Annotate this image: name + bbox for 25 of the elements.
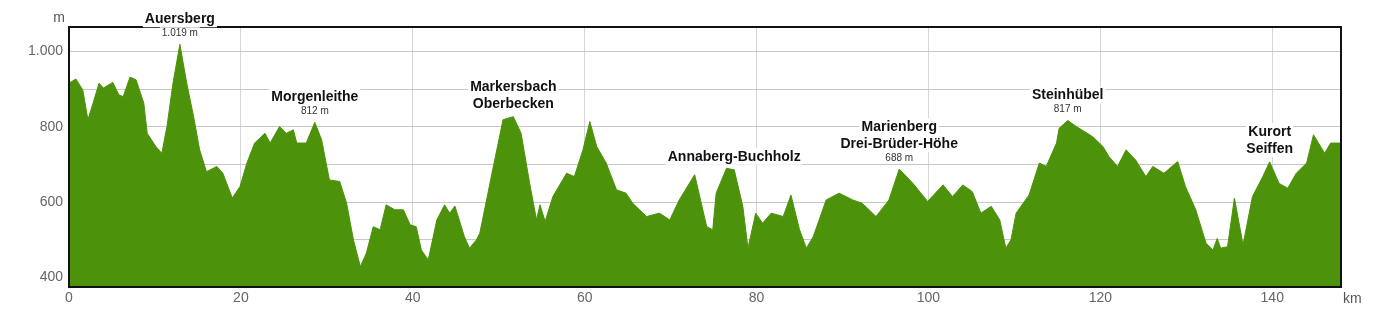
annotation: Annaberg-Buchholz [667,147,801,164]
y-tick-label: 400 [39,268,64,285]
x-tick-label: 20 [233,289,249,306]
x-tick-label: 40 [404,289,421,306]
annotation: 688 m [885,151,914,163]
annotation: Marienberg Drei-Brüder-Höhe [840,117,959,151]
y-tick-label: 600 [39,193,64,210]
x-tick-label: 100 [916,289,941,306]
annotation: 812 m [300,105,329,117]
annotation: Morgenleithe [271,88,359,105]
x-axis-title: km [1343,289,1362,306]
y-tick-label: 800 [39,117,64,134]
x-tick-label: 0 [65,289,74,306]
x-tick-label: 80 [748,289,765,306]
annotation: Auersberg [144,10,215,27]
annotation: Markersbach Oberbecken [470,77,557,111]
annotation: 1.019 m [161,27,198,39]
annotation: 817 m [1053,103,1082,115]
x-tick-label: 140 [1260,289,1285,306]
x-tick-label: 60 [576,289,593,306]
x-tick-label: 120 [1088,289,1113,306]
y-axis-title: m [53,8,65,25]
annotation: Kurort Seiffen [1246,122,1294,156]
y-tick-label: 1.000 [27,42,64,59]
annotation: Steinhübel [1031,86,1104,103]
